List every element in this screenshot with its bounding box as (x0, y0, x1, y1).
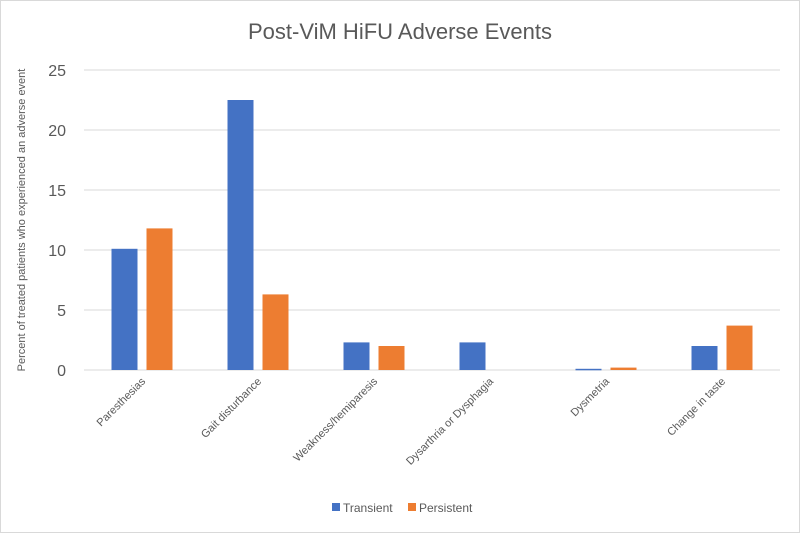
y-tick-label: 5 (57, 303, 66, 320)
x-tick-label: Dysarthria or Dysphagia (404, 375, 497, 468)
category-labels: Paresthesias Gait disturbance Weakness/hem… (95, 375, 728, 468)
y-axis-label: Percent of treated patients who experien… (16, 69, 28, 372)
bar-transient (343, 342, 370, 370)
bar-transient (691, 346, 718, 370)
gridlines (84, 69, 780, 371)
x-tick-label: Dysmetria (569, 375, 613, 419)
bar-transient (575, 368, 602, 371)
legend-swatch-persistent (408, 503, 416, 511)
legend: Transient Persistent (332, 501, 473, 515)
legend-label-transient: Transient (343, 501, 393, 515)
y-tick-label: 15 (48, 183, 66, 200)
x-tick-label: Gait disturbance (199, 376, 264, 441)
y-tick-label: 25 (48, 63, 66, 80)
bar-persistent (146, 228, 173, 370)
bar-transient (111, 248, 138, 370)
y-tick-label: 10 (48, 243, 66, 260)
bar-persistent (378, 346, 405, 370)
bar-transient (459, 342, 486, 370)
bars (111, 100, 753, 371)
bar-persistent (726, 325, 753, 370)
bar-persistent (610, 367, 637, 370)
x-tick-label: Change in taste (665, 376, 728, 439)
y-tick-label: 0 (57, 363, 66, 380)
bar-persistent (262, 294, 289, 370)
chart-title: Post-ViM HiFU Adverse Events (248, 19, 552, 44)
y-axis-ticks: 0 5 10 15 20 25 (48, 63, 66, 380)
legend-label-persistent: Persistent (419, 501, 473, 515)
bar-transient (227, 100, 254, 370)
legend-swatch-transient (332, 503, 340, 511)
x-tick-label: Weakness/hemiparesis (291, 375, 380, 464)
y-tick-label: 20 (48, 123, 66, 140)
x-tick-label: Paresthesias (95, 375, 149, 429)
